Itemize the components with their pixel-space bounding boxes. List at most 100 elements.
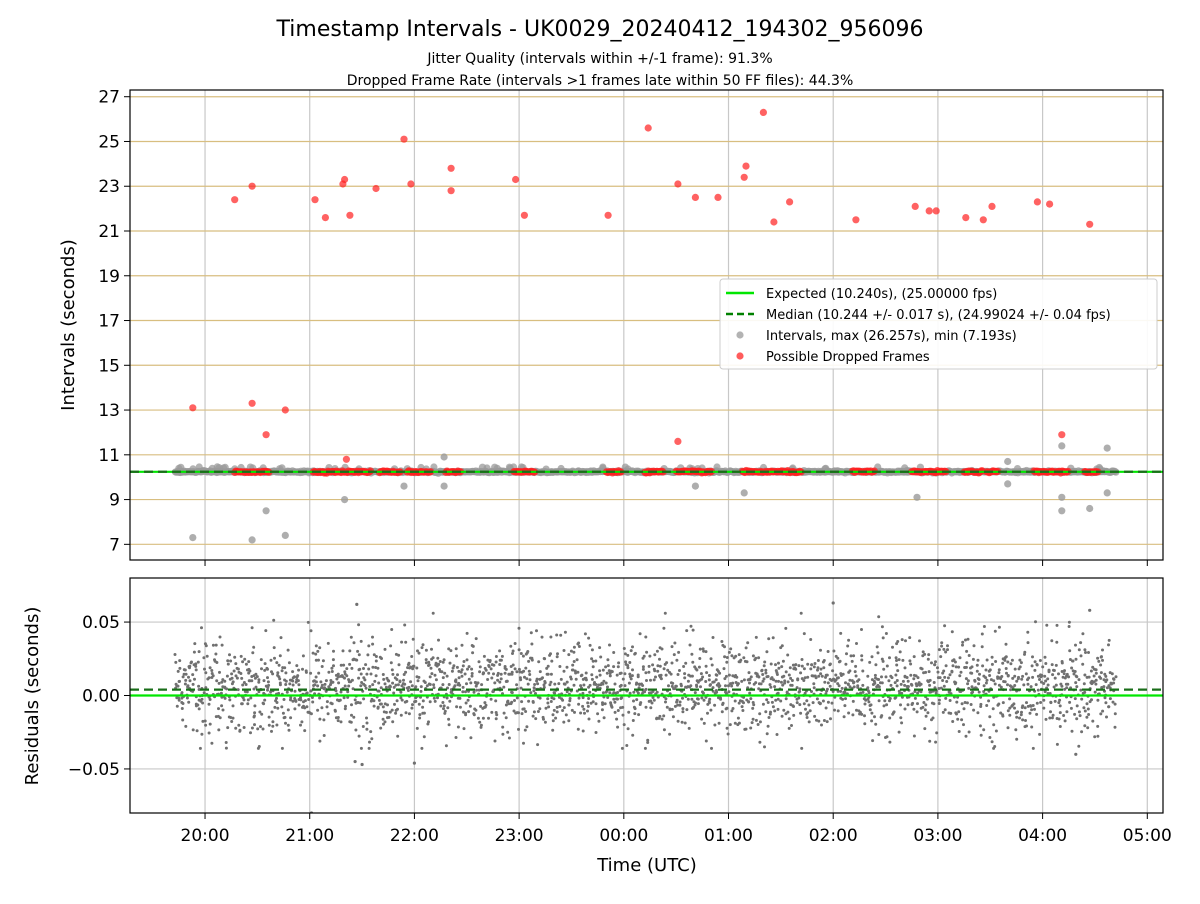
- residual-point: [628, 672, 632, 676]
- residual-point: [343, 676, 346, 680]
- residual-point: [499, 658, 503, 662]
- residual-point: [586, 709, 589, 713]
- residual-point: [636, 691, 640, 695]
- residual-point: [788, 666, 792, 670]
- residual-point: [374, 666, 378, 669]
- residual-point: [924, 714, 928, 718]
- residual-point: [399, 690, 403, 694]
- residual-point: [852, 680, 856, 684]
- residual-point: [571, 668, 575, 672]
- residual-point: [391, 672, 395, 676]
- residual-point: [683, 721, 687, 725]
- residual-point: [526, 682, 530, 686]
- residual-point: [490, 710, 494, 714]
- residual-point: [763, 745, 766, 749]
- residual-point: [892, 710, 896, 714]
- legend-label: Possible Dropped Frames: [766, 350, 930, 365]
- residual-point: [704, 695, 708, 699]
- residual-point: [1026, 641, 1030, 645]
- residual-point: [730, 654, 734, 658]
- residual-point: [519, 652, 523, 655]
- residual-point: [1033, 707, 1036, 711]
- residual-point: [803, 676, 807, 680]
- residual-point: [581, 696, 585, 700]
- residual-point: [448, 699, 452, 703]
- residual-point: [359, 684, 363, 688]
- residual-point: [1039, 680, 1043, 684]
- interval-outlier-point: [440, 453, 448, 461]
- residual-point: [809, 638, 813, 641]
- residual-point: [383, 647, 387, 651]
- interval-point: [175, 464, 183, 472]
- residual-point: [263, 662, 267, 666]
- residual-point: [600, 708, 604, 712]
- residual-point: [631, 668, 634, 672]
- interval-point: [901, 464, 909, 472]
- residual-point: [500, 654, 504, 658]
- residual-point: [1057, 672, 1060, 676]
- residual-point: [772, 678, 775, 682]
- residual-point: [970, 685, 974, 689]
- residual-point: [590, 677, 594, 681]
- residual-point: [671, 715, 675, 719]
- residual-point: [670, 645, 674, 649]
- residual-point: [961, 643, 964, 647]
- residual-point: [475, 688, 479, 692]
- residual-point: [243, 657, 247, 661]
- residual-point: [751, 717, 755, 721]
- residual-point: [675, 658, 679, 662]
- residual-point: [414, 699, 418, 703]
- residual-point: [336, 675, 340, 679]
- residual-point: [282, 698, 286, 701]
- residual-point: [476, 681, 480, 685]
- interval-outlier-point: [1004, 480, 1012, 488]
- residual-point: [224, 741, 228, 744]
- residual-point: [252, 645, 256, 649]
- residual-point: [218, 716, 222, 720]
- residual-point: [895, 684, 899, 688]
- residual-point: [1091, 665, 1095, 669]
- residual-point: [326, 641, 330, 645]
- residual-point: [351, 687, 355, 691]
- residual-point: [477, 660, 481, 664]
- residual-point: [522, 707, 526, 711]
- residual-point: [923, 652, 927, 656]
- residual-point: [1018, 658, 1022, 662]
- residual-point: [484, 703, 488, 707]
- residual-point: [1083, 648, 1087, 652]
- residual-point: [742, 656, 746, 660]
- bottom-plot-frame: [129, 577, 1164, 814]
- residual-point: [266, 688, 269, 692]
- residual-point: [567, 703, 571, 707]
- residual-point: [210, 672, 214, 675]
- residual-point: [1013, 667, 1017, 671]
- residual-point: [224, 746, 228, 750]
- residual-point: [382, 722, 385, 726]
- residual-point: [754, 718, 758, 722]
- residual-point: [1087, 713, 1091, 716]
- residual-point: [725, 660, 729, 664]
- residual-point: [520, 700, 524, 704]
- residual-point: [779, 680, 783, 684]
- residual-point: [250, 679, 254, 683]
- residual-point: [644, 705, 648, 709]
- residual-point: [1062, 714, 1066, 717]
- residual-point: [258, 710, 262, 714]
- residual-point: [834, 673, 838, 677]
- residual-point: [1075, 717, 1079, 721]
- residual-point: [913, 696, 917, 700]
- residual-point: [967, 654, 971, 657]
- residual-point: [1044, 679, 1048, 683]
- residual-point: [230, 676, 234, 680]
- residual-point: [1004, 655, 1008, 659]
- residual-point: [590, 657, 594, 661]
- residual-point: [903, 666, 907, 670]
- residual-point: [461, 664, 465, 668]
- residual-point: [1094, 682, 1098, 686]
- residual-point: [253, 723, 256, 727]
- residual-point: [944, 650, 948, 654]
- residual-point: [884, 632, 888, 635]
- residual-point: [989, 678, 993, 682]
- residual-point: [723, 677, 727, 681]
